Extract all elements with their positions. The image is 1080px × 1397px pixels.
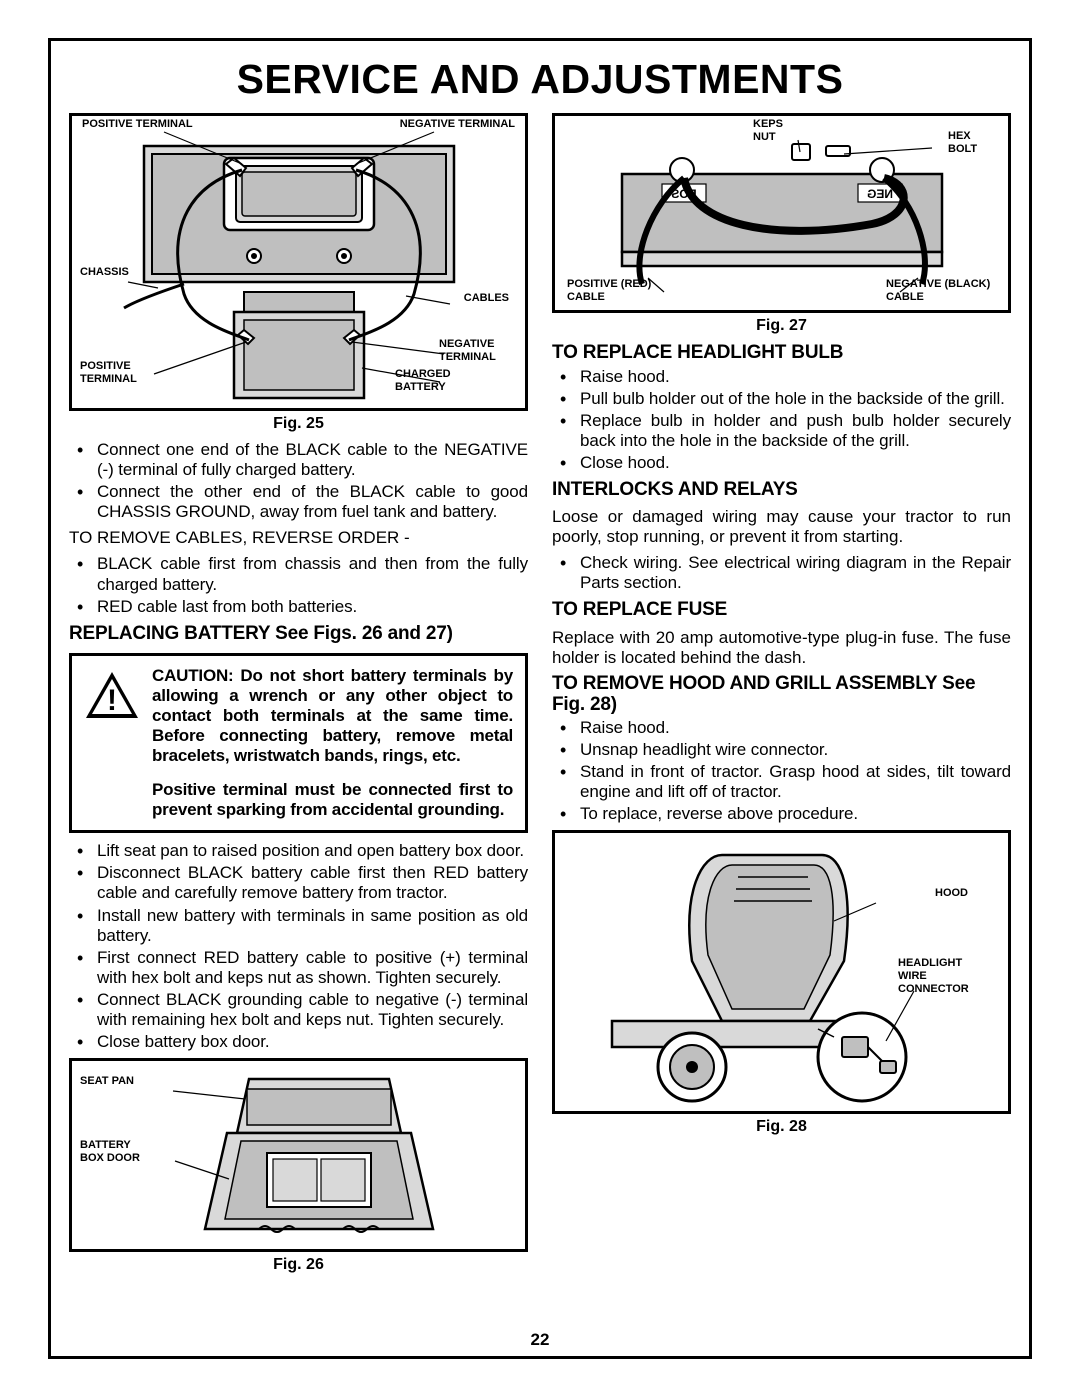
list-item: First connect RED battery cable to posit… xyxy=(69,948,528,988)
list-item: Install new battery with terminals in sa… xyxy=(69,906,528,946)
fig27-label-pos: POSITIVE (RED) CABLE xyxy=(567,278,677,304)
fig25-caption: Fig. 25 xyxy=(69,415,528,434)
fig25-label-neg-top: NEGATIVE TERMINAL xyxy=(400,118,515,131)
list-item: BLACK cable first from chassis and then … xyxy=(69,554,528,594)
fig26-label-seat: SEAT PAN xyxy=(80,1075,140,1088)
caution-box: ! CAUTION: Do not short battery terminal… xyxy=(69,653,528,833)
fig27-label-neg: NEGATIVE (BLACK) CABLE xyxy=(886,278,996,304)
fuse-heading: TO REPLACE FUSE xyxy=(552,599,1011,621)
columns: POSITIVE TERMINAL NEGATIVE TERMINAL CHAS… xyxy=(69,113,1011,1280)
fig26-diagram xyxy=(109,1069,489,1247)
caution-p2: Positive terminal must be connected firs… xyxy=(152,780,513,820)
figure-25-box: POSITIVE TERMINAL NEGATIVE TERMINAL CHAS… xyxy=(69,113,528,411)
page-border: Service And Adjustments xyxy=(48,38,1032,1359)
bullets-replace-battery: Lift seat pan to raised position and ope… xyxy=(69,841,528,1051)
list-item: Connect one end of the BLACK cable to th… xyxy=(69,440,528,480)
interlocks-text: Loose or damaged wiring may cause your t… xyxy=(552,507,1011,547)
svg-text:!: ! xyxy=(107,684,117,717)
fig25-label-charged: CHARGED BATTERY xyxy=(395,368,465,394)
fig27-label-hex: HEX BOLT xyxy=(948,130,988,156)
list-item: Close battery box door. xyxy=(69,1032,528,1052)
list-item: To replace, reverse above procedure. xyxy=(552,804,1011,824)
fig25-label-cables: CABLES xyxy=(464,292,509,305)
page-number: 22 xyxy=(531,1330,550,1350)
hood-heading: TO REMOVE HOOD AND GRILL ASSEMBLY See Fi… xyxy=(552,674,1011,716)
remove-order-text: TO REMOVE CABLES, REVERSE ORDER - xyxy=(69,528,528,548)
fig28-label-hood: HOOD xyxy=(935,887,968,900)
warning-icon: ! xyxy=(84,666,140,820)
list-item: Raise hood. xyxy=(552,718,1011,738)
list-item: Connect the other end of the BLACK cable… xyxy=(69,482,528,522)
caution-text: CAUTION: Do not short battery terminals … xyxy=(152,666,513,820)
page-title: Service And Adjustments xyxy=(69,55,1011,103)
list-item: RED cable last from both batteries. xyxy=(69,597,528,617)
list-item: Connect BLACK grounding cable to negativ… xyxy=(69,990,528,1030)
fuse-text: Replace with 20 amp automotive-type plug… xyxy=(552,628,1011,668)
fig27-label-keps: KEPS NUT xyxy=(753,118,793,144)
list-item: Lift seat pan to raised position and ope… xyxy=(69,841,528,861)
fig25-label-pos-top: POSITIVE TERMINAL xyxy=(82,118,193,131)
list-item: Stand in front of tractor. Grasp hood at… xyxy=(552,762,1011,802)
svg-text:NEG: NEG xyxy=(866,187,892,201)
bullets-headlight: Raise hood. Pull bulb holder out of the … xyxy=(552,367,1011,473)
replacing-battery-heading: REPLACING BATTERY See Figs. 26 and 27) xyxy=(69,623,528,645)
fig25-label-chassis: CHASSIS xyxy=(80,266,129,279)
fig27-caption: Fig. 27 xyxy=(552,317,1011,336)
list-item: Close hood. xyxy=(552,453,1011,473)
fig25-label-neg-bot: NEGATIVE TERMINAL xyxy=(439,338,509,364)
fig26-label-door: BATTERY BOX DOOR xyxy=(80,1139,144,1165)
fig25-label-pos-bot: POSITIVE TERMINAL xyxy=(80,360,150,386)
list-item: Pull bulb holder out of the hole in the … xyxy=(552,389,1011,409)
right-column: POS NEG xyxy=(552,113,1011,1280)
list-item: Unsnap headlight wire connector. xyxy=(552,740,1011,760)
list-item: Check wiring. See electrical wiring diag… xyxy=(552,553,1011,593)
figure-26-box: SEAT PAN BATTERY BOX DOOR xyxy=(69,1058,528,1252)
bullets-hood: Raise hood. Unsnap headlight wire connec… xyxy=(552,718,1011,824)
fig28-label-headlight: HEADLIGHT WIRE CONNECTOR xyxy=(898,957,988,996)
bullets-interlocks: Check wiring. See electrical wiring diag… xyxy=(552,553,1011,593)
bullets-cable-connect: Connect one end of the BLACK cable to th… xyxy=(69,440,528,522)
figure-27-box: POS NEG xyxy=(552,113,1011,313)
list-item: Raise hood. xyxy=(552,367,1011,387)
left-column: POSITIVE TERMINAL NEGATIVE TERMINAL CHAS… xyxy=(69,113,528,1280)
figure-28-box: HOOD HEADLIGHT WIRE CONNECTOR xyxy=(552,830,1011,1114)
interlocks-heading: INTERLOCKS AND RELAYS xyxy=(552,479,1011,501)
caution-p1: CAUTION: Do not short battery terminals … xyxy=(152,666,513,766)
fig28-caption: Fig. 28 xyxy=(552,1118,1011,1137)
headlight-heading: TO REPLACE HEADLIGHT BULB xyxy=(552,342,1011,364)
fig26-caption: Fig. 26 xyxy=(69,1256,528,1275)
list-item: Replace bulb in holder and push bulb hol… xyxy=(552,411,1011,451)
list-item: Disconnect BLACK battery cable first the… xyxy=(69,863,528,903)
bullets-cable-remove: BLACK cable first from chassis and then … xyxy=(69,554,528,616)
